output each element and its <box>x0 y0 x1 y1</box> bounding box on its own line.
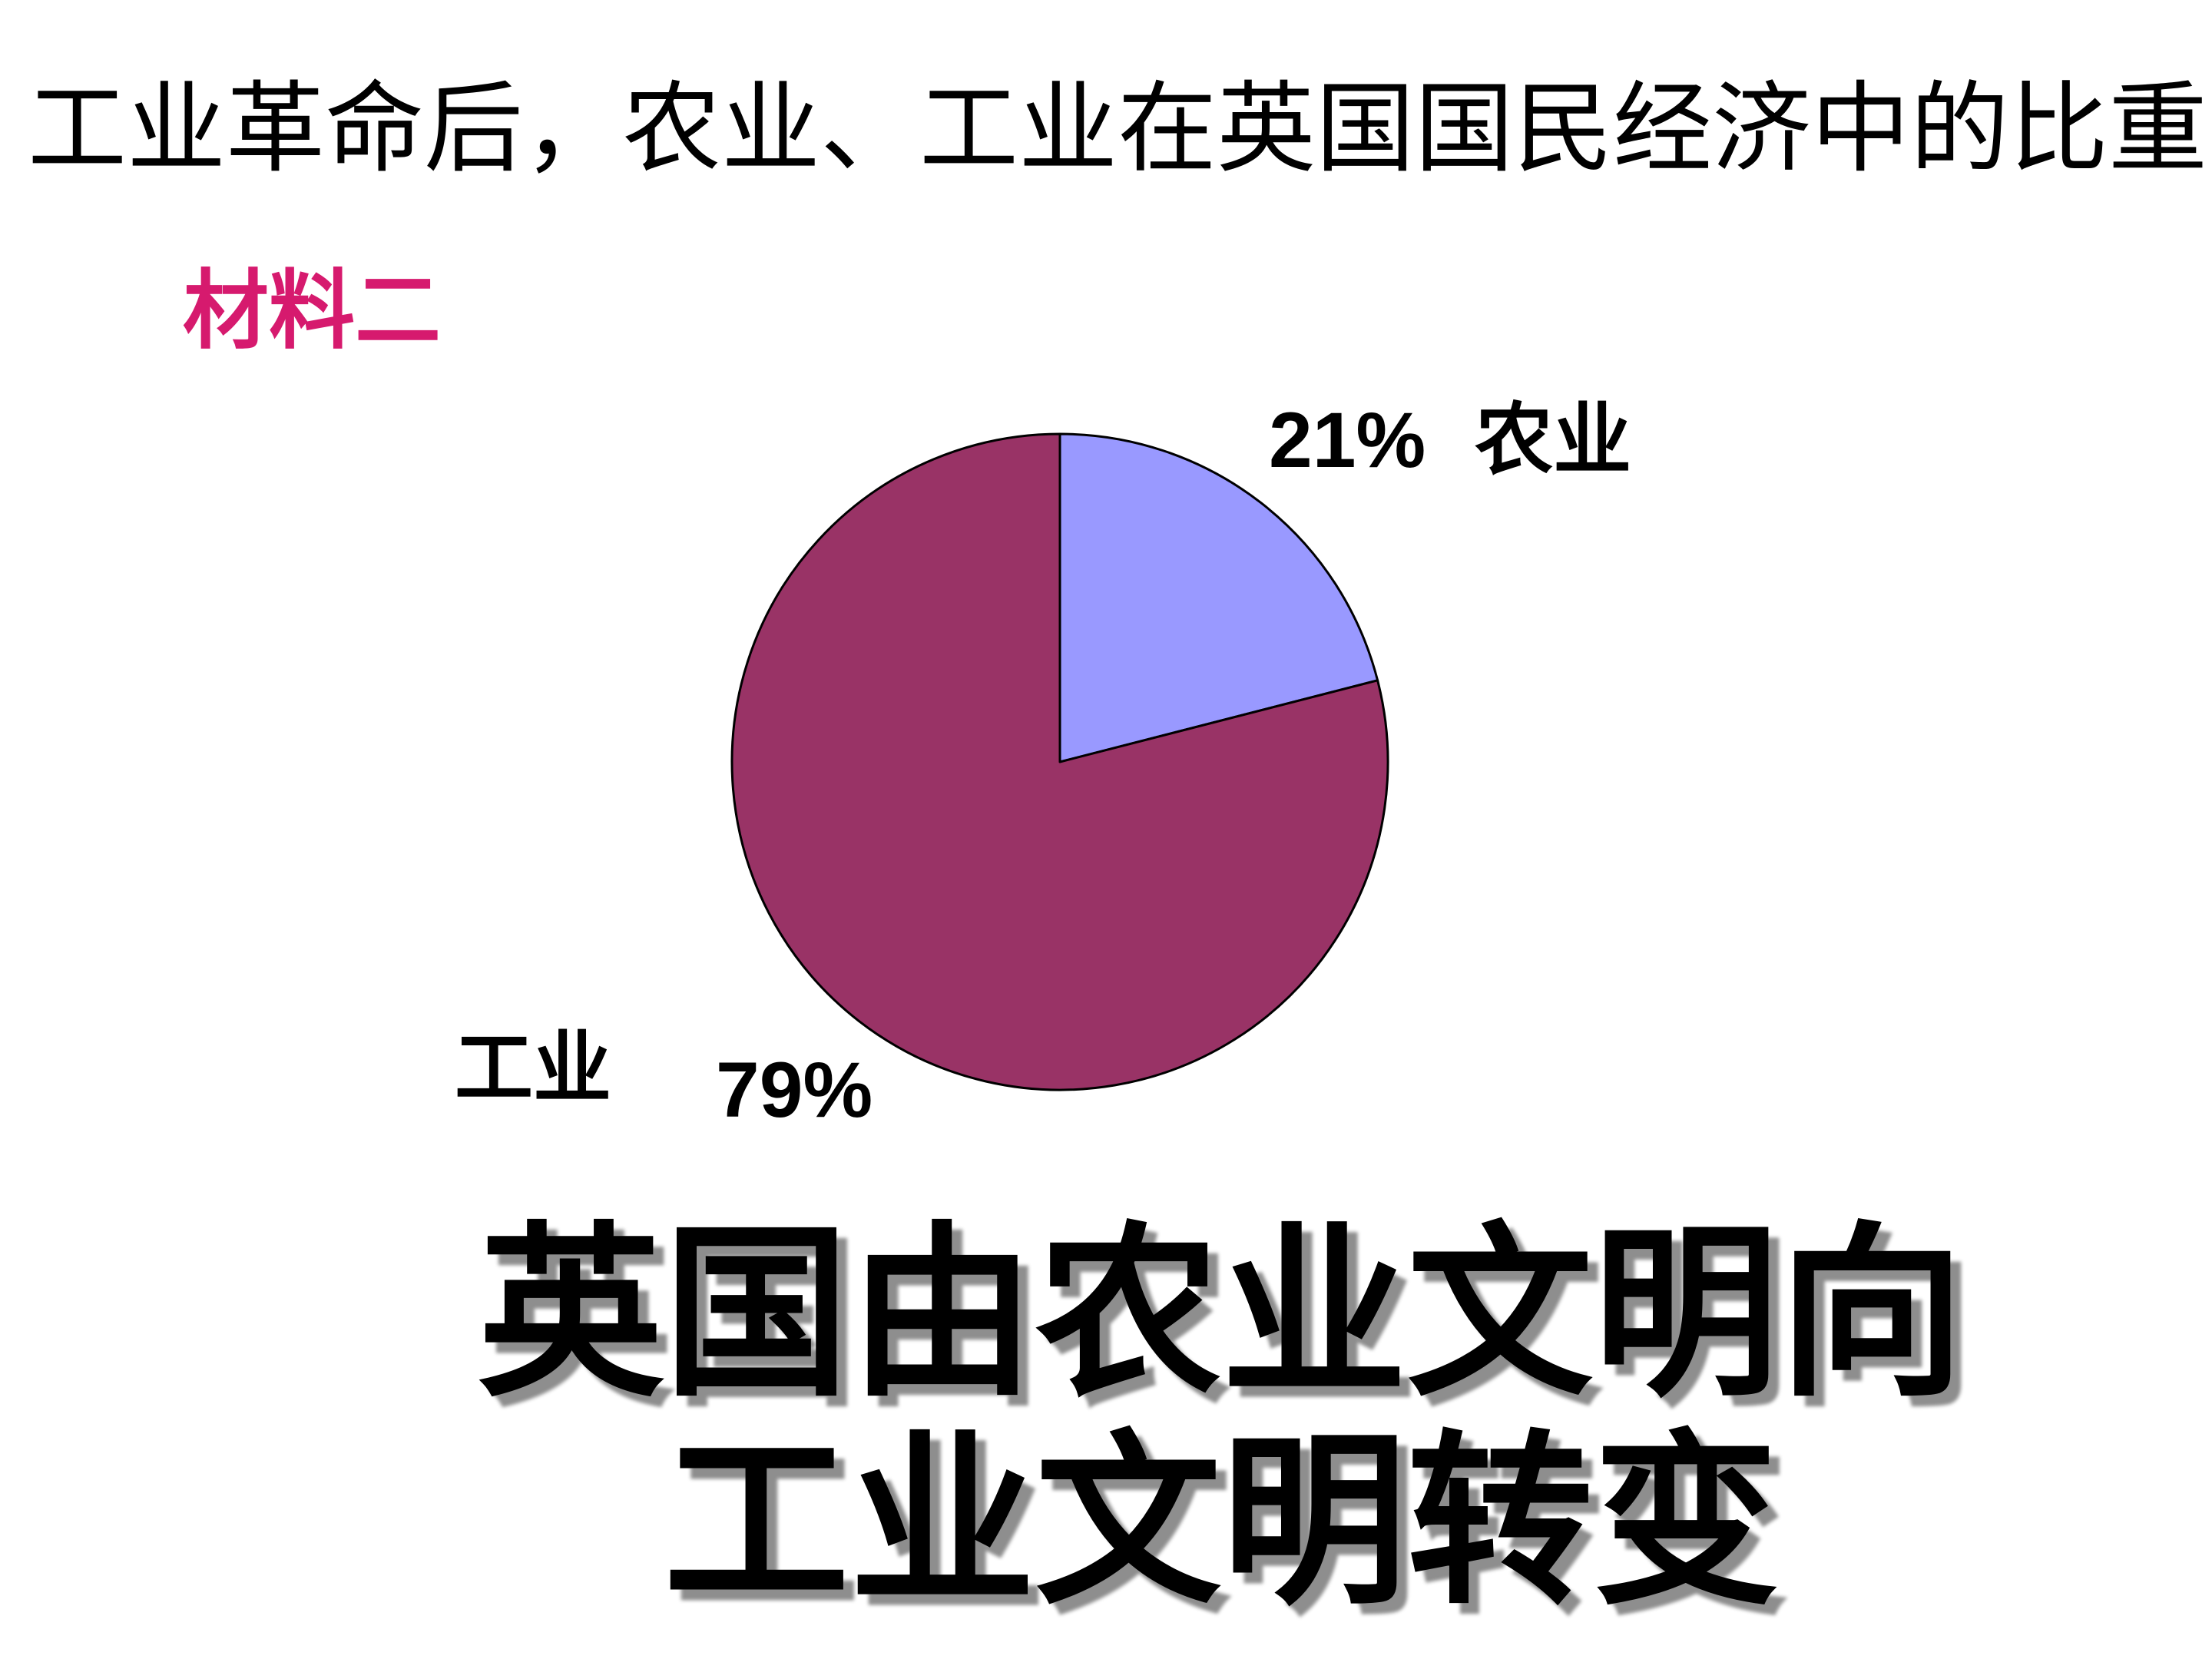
material-label: 材料二 <box>183 264 441 359</box>
industry-value: 79% <box>716 1046 873 1134</box>
pie-chart-svg <box>730 432 1389 1091</box>
slide-title: 工业革命后，农业、工业在英国国民经济中的比重 <box>28 75 2207 184</box>
agriculture-name: 农业 <box>1475 396 1632 484</box>
conclusion-line-1: 英国由农业文明向 <box>477 1210 1965 1418</box>
conclusion-line-2: 工业文明转变 <box>663 1419 1779 1627</box>
pie-slice-农业 <box>1058 432 1379 763</box>
industry-name: 工业 <box>455 1025 611 1112</box>
conclusion-text: 英国由农业文明向 工业文明转变 <box>430 1210 2012 1627</box>
pie-chart <box>728 430 1392 1094</box>
pie-label-agriculture: 21% 农业 <box>1269 399 1631 482</box>
pie-label-industry: 工业 79% <box>455 1025 873 1134</box>
agriculture-value: 21% <box>1269 396 1426 484</box>
pie-slice-工业 <box>730 432 1389 1091</box>
